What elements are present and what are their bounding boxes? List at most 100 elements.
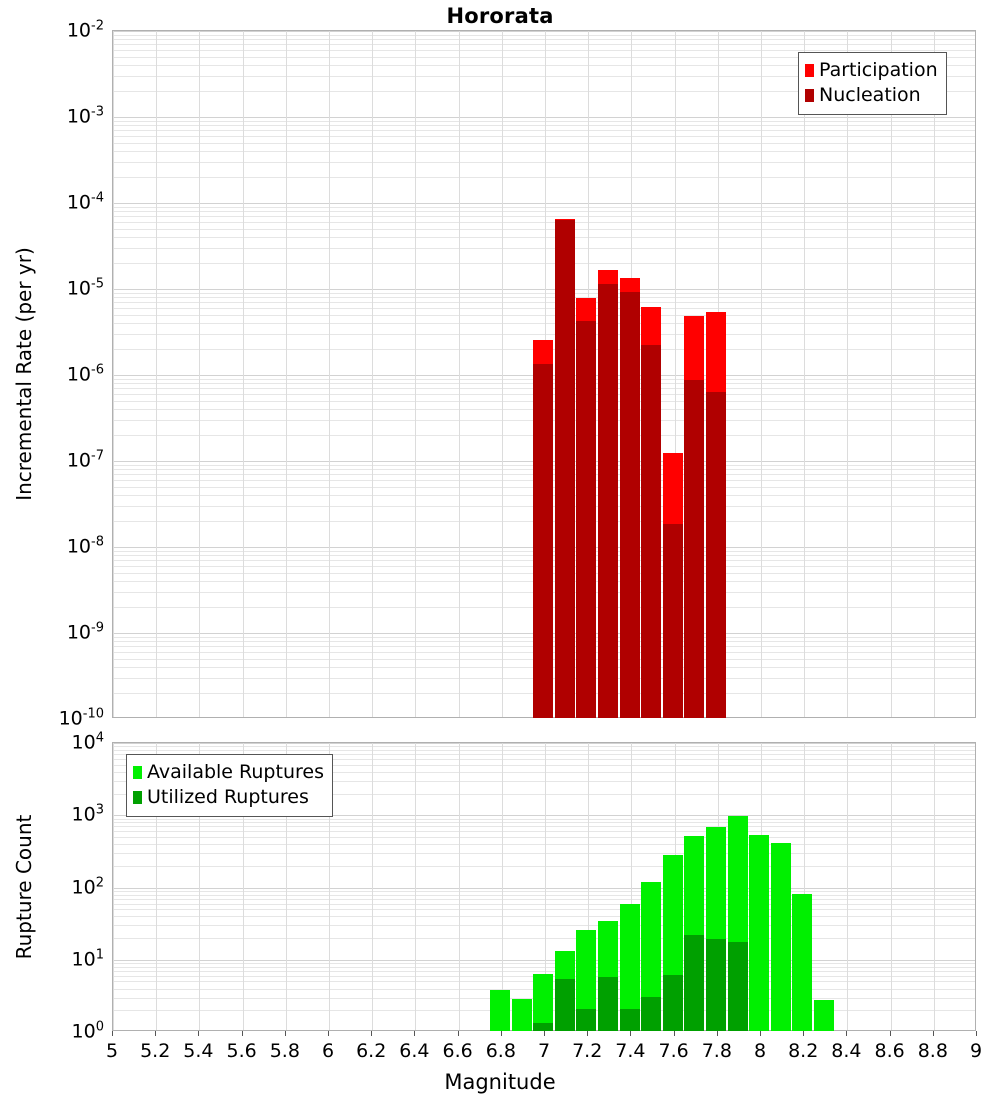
gridline-vertical <box>113 31 114 717</box>
y-axis-tick-label: 10-2 <box>66 18 104 42</box>
x-axis-tick-mark <box>846 1031 847 1036</box>
available-ruptures-bar <box>792 894 813 1031</box>
y-axis-title-rupture-count: Rupture Count <box>12 814 36 959</box>
gridline-vertical <box>804 31 805 717</box>
gridline-vertical <box>631 743 632 1030</box>
gridline-horizontal <box>113 323 975 324</box>
x-axis-title-magnitude: Magnitude <box>444 1070 556 1094</box>
x-axis-tick-label: 6.8 <box>485 1040 516 1062</box>
gridline-horizontal <box>113 293 975 294</box>
gridline-vertical <box>329 743 330 1030</box>
gridline-horizontal <box>113 203 975 204</box>
gridline-horizontal <box>113 888 975 889</box>
available-ruptures-bar <box>598 921 619 1031</box>
gridline-horizontal <box>113 76 975 77</box>
x-axis-tick-label: 5.2 <box>140 1040 171 1062</box>
nucleation-bar <box>641 344 662 718</box>
x-axis-tick-mark <box>630 1031 631 1036</box>
x-axis-tick-label: 5.6 <box>226 1040 257 1062</box>
x-axis-tick-mark <box>501 1031 502 1036</box>
nucleation-bar <box>598 284 619 718</box>
gridline-horizontal <box>113 222 975 223</box>
gridline-vertical <box>459 743 460 1030</box>
nucleation-bar <box>706 391 727 718</box>
gridline-vertical <box>459 31 460 717</box>
legend-item: Nucleation <box>805 83 938 108</box>
x-axis-tick-mark <box>803 1031 804 1036</box>
available-ruptures-bar <box>619 904 640 1031</box>
gridline-horizontal <box>113 765 975 766</box>
participation-bar <box>662 453 683 718</box>
gridline-vertical <box>761 31 762 717</box>
gridline-vertical <box>415 31 416 717</box>
gridline-vertical <box>113 743 114 1030</box>
available-ruptures-bar <box>511 998 532 1031</box>
gridline-horizontal <box>113 822 975 823</box>
x-axis-tick-mark <box>458 1031 459 1036</box>
gridline-horizontal <box>113 65 975 66</box>
gridline-horizontal <box>113 891 975 892</box>
x-axis-tick-mark <box>328 1031 329 1036</box>
x-axis-tick-mark <box>717 1031 718 1036</box>
gridline-horizontal <box>113 334 975 335</box>
utilized-ruptures-bar <box>684 935 705 1031</box>
y-axis-tick-label: 10-4 <box>66 190 104 214</box>
gridline-horizontal <box>113 143 975 144</box>
legend-item-label: Participation <box>819 59 938 81</box>
gridline-horizontal <box>113 759 975 760</box>
participation-bar <box>706 312 727 718</box>
gridline-vertical <box>199 743 200 1030</box>
gridline-horizontal <box>113 130 975 131</box>
gridline-horizontal <box>113 866 975 867</box>
gridline-horizontal <box>113 853 975 854</box>
available-ruptures-bar <box>554 950 575 1031</box>
x-axis-tick-label: 5.8 <box>269 1040 300 1062</box>
gridline-vertical <box>804 743 805 1030</box>
gridline-horizontal <box>113 136 975 137</box>
utilized-ruptures-bar <box>533 1022 554 1031</box>
gridline-horizontal <box>113 91 975 92</box>
y-axis-tick-label: 10-3 <box>66 104 104 128</box>
utilized-ruptures-bar <box>706 938 727 1031</box>
x-axis-tick-mark <box>976 1031 977 1036</box>
x-axis-tick-label: 7.2 <box>572 1040 603 1062</box>
gridline-vertical <box>243 743 244 1030</box>
nucleation-bar <box>533 364 554 718</box>
x-axis-tick-mark <box>933 1031 934 1036</box>
gridline-horizontal <box>113 289 975 290</box>
gridline-horizontal <box>113 938 975 939</box>
x-axis-tick-label: 8.2 <box>788 1040 819 1062</box>
available-ruptures-bar <box>814 999 835 1031</box>
y-axis-tick-label: 103 <box>71 802 104 826</box>
gridline-vertical <box>156 31 157 717</box>
gridline-horizontal <box>113 44 975 45</box>
incremental-rate-legend: Participation Nucleation <box>798 52 947 115</box>
available-ruptures-bar <box>576 930 597 1031</box>
gridline-horizontal <box>113 216 975 217</box>
gridline-vertical <box>502 31 503 717</box>
x-axis-tick-label: 6.2 <box>356 1040 387 1062</box>
gridline-horizontal <box>113 781 975 782</box>
gridline-horizontal <box>113 971 975 972</box>
x-axis-tick-label: 6.4 <box>399 1040 430 1062</box>
utilized-ruptures-bar <box>727 942 748 1031</box>
x-axis-tick-label: 5 <box>105 1040 119 1062</box>
x-axis-tick-mark <box>890 1031 891 1036</box>
nucleation-bar <box>619 291 640 718</box>
gridline-horizontal <box>113 39 975 40</box>
legend-color-swatch <box>805 89 814 102</box>
gridline-horizontal <box>113 31 975 32</box>
nucleation-bar <box>662 524 683 718</box>
gridline-horizontal <box>113 963 975 964</box>
gridline-horizontal <box>113 815 975 816</box>
gridline-horizontal <box>113 151 975 152</box>
participation-bar <box>641 307 662 718</box>
gridline-horizontal <box>113 315 975 316</box>
gridline-horizontal <box>113 904 975 905</box>
available-ruptures-bar <box>490 989 511 1031</box>
gridline-vertical <box>545 743 546 1030</box>
x-axis-tick-label: 9 <box>969 1040 983 1062</box>
x-axis-tick-mark <box>544 1031 545 1036</box>
gridline-horizontal <box>113 750 975 751</box>
